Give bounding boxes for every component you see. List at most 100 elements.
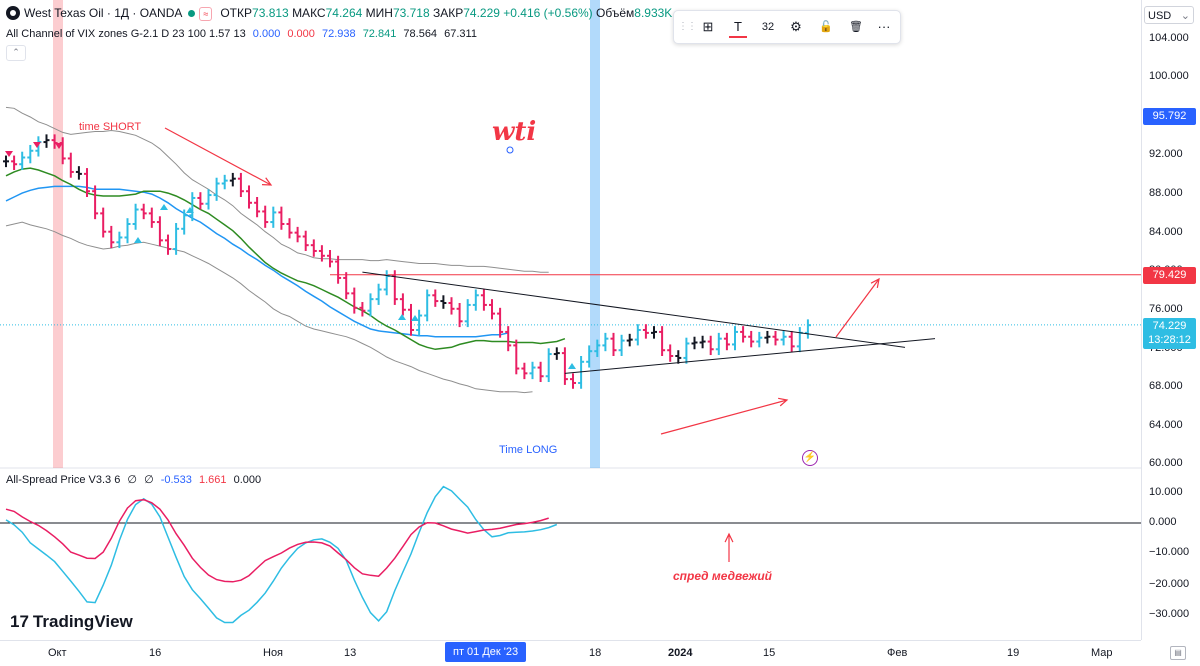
collapse-legend-icon[interactable]: ⌃ (6, 45, 26, 61)
y-tick: 64.000 (1149, 419, 1183, 431)
x-tick: Окт (48, 647, 67, 659)
logo-mark: 17 (10, 612, 29, 631)
drag-handle-icon[interactable]: ⋮⋮ (678, 21, 697, 32)
y-tick: 100.000 (1149, 70, 1189, 82)
symbol-legend[interactable]: West Texas Oil · 1Д · OANDA ≈ ОТКР73.813 М… (6, 6, 672, 21)
symbol-title[interactable]: West Texas Oil · 1Д · OANDA (24, 6, 183, 20)
time-scale[interactable] (0, 640, 1141, 666)
signal-down-icon (33, 142, 41, 148)
y-tick: 84.000 (1149, 226, 1183, 238)
signal-up-icon (398, 314, 406, 320)
ema-line (5, 185, 509, 338)
lightning-icon[interactable]: ⚡ (802, 450, 818, 466)
signal-down-icon (5, 151, 13, 157)
indicator-value: 72.841 (362, 28, 397, 40)
close-value: 74.229 (463, 6, 500, 20)
osc-tick: −20.000 (1149, 578, 1190, 590)
indicator-value: 0.000 (252, 28, 281, 40)
indicator-legend-spread[interactable]: All-Spread Price V3.3 6 ∅ ∅ -0.533 1.661… (6, 473, 261, 486)
indicator-value: -0.533 (160, 474, 192, 486)
indicator-legend-channel[interactable]: All Channel of VIX zones G-2.1 D 23 100 … (6, 28, 477, 40)
open-label: ОТКР (220, 6, 253, 20)
arrow-breakout (835, 278, 880, 338)
low-value: 73.718 (392, 6, 430, 20)
text-tool-glyph: T (734, 19, 742, 34)
y-tick: 60.000 (1149, 457, 1183, 469)
price-scale[interactable] (1141, 0, 1200, 640)
last-price: 74.229 (1152, 320, 1187, 332)
drawing-toolbar[interactable]: ⋮⋮ ⊞ T 32 ⚙ 🔓 🗑 ··· (673, 10, 901, 44)
annotation-time-short[interactable]: time SHORT (79, 121, 142, 133)
arrow-short-head (261, 177, 273, 186)
market-status-dot (188, 10, 196, 17)
osc-tick: −10.000 (1149, 546, 1190, 558)
x-tick: Мар (1091, 647, 1113, 659)
high-label: МАКС (292, 6, 326, 20)
annotation-wti[interactable]: wti (492, 117, 537, 147)
x-tick: Ноя (263, 647, 284, 659)
y-tick: 104.000 (1149, 32, 1189, 44)
price-chart[interactable] (0, 0, 1141, 640)
signal-up-icon (186, 207, 194, 213)
indicator-value: 78.564 (403, 28, 438, 40)
indicator-value: 67.311 (444, 28, 477, 40)
tradingview-logo[interactable]: 17 TradingView (10, 612, 133, 632)
price-label-last: 74.229 13:28:12 (1143, 318, 1196, 349)
osc-tick: 0.000 (1149, 516, 1177, 528)
go-to-date-icon[interactable]: ▤ (1170, 646, 1186, 660)
more-icon[interactable]: ··· (877, 19, 891, 34)
x-tick: 16 (149, 647, 162, 659)
lock-icon[interactable]: 🔓 (819, 21, 833, 33)
font-size-button[interactable]: 32 (761, 21, 775, 33)
price-label-hline: 79.429 (1143, 267, 1196, 284)
arrow-short (164, 127, 272, 186)
channel-upper-band (5, 106, 549, 273)
highlight-zone-long (590, 0, 600, 468)
x-tick: 15 (763, 647, 776, 659)
price-label-previous: 95.792 (1143, 108, 1196, 125)
trash-icon[interactable]: 🗑 (849, 21, 863, 33)
y-tick: 68.000 (1149, 380, 1183, 392)
osc-tick: −30.000 (1149, 608, 1190, 620)
low-label: МИН (365, 6, 393, 20)
settings-gear-icon[interactable]: ⚙ (790, 19, 802, 34)
x-tick: Фев (887, 647, 908, 659)
x-tick: 13 (344, 647, 357, 659)
indicator-value: 0.000 (287, 28, 315, 40)
currency-select[interactable]: USD ⌄ (1144, 6, 1194, 24)
change-value: +0.416 (+0.56%) (503, 6, 593, 20)
signal-down-icon (55, 143, 63, 149)
signal-up-icon (568, 363, 576, 369)
volume-value: 8.933K (634, 6, 673, 20)
compare-chip[interactable]: ≈ (199, 7, 213, 21)
bar-countdown: 13:28:12 (1148, 334, 1191, 346)
y-tick: 88.000 (1149, 187, 1183, 199)
arrow-long-head (778, 397, 789, 407)
template-icon[interactable]: ⊞ (702, 19, 714, 34)
arrow-spread-head (724, 532, 734, 543)
indicator-value: ∅ (127, 474, 137, 486)
y-tick: 92.000 (1149, 148, 1183, 160)
y-tick: 76.000 (1149, 303, 1183, 315)
signal-up-icon (134, 237, 142, 243)
highlight-zone-short (53, 0, 63, 468)
channel-lower-band (5, 221, 533, 394)
annotation-spread[interactable]: спред медвежий (673, 569, 772, 583)
high-value: 74.264 (325, 6, 363, 20)
currency-label: USD (1148, 10, 1172, 22)
text-tool-icon[interactable]: T (728, 17, 748, 38)
indicator-value: ∅ (144, 474, 154, 486)
annotation-time-long[interactable]: Time LONG (499, 444, 558, 456)
indicator-value: 1.661 (198, 474, 227, 486)
osc-tick: 10.000 (1149, 486, 1183, 498)
signal-up-icon (160, 204, 168, 210)
close-label: ЗАКР (432, 6, 464, 20)
x-tick: 18 (589, 647, 602, 659)
signal-up-icon (411, 315, 419, 321)
indicator-name[interactable]: All Channel of VIX zones G-2.1 D 23 100 … (6, 28, 246, 40)
indicator-value: 72.938 (321, 28, 356, 40)
symbol-logo-icon (6, 6, 20, 20)
x-tick: 19 (1007, 647, 1020, 659)
arrow-breakout-head (870, 277, 880, 288)
indicator-name[interactable]: All-Spread Price V3.3 6 (6, 474, 121, 486)
